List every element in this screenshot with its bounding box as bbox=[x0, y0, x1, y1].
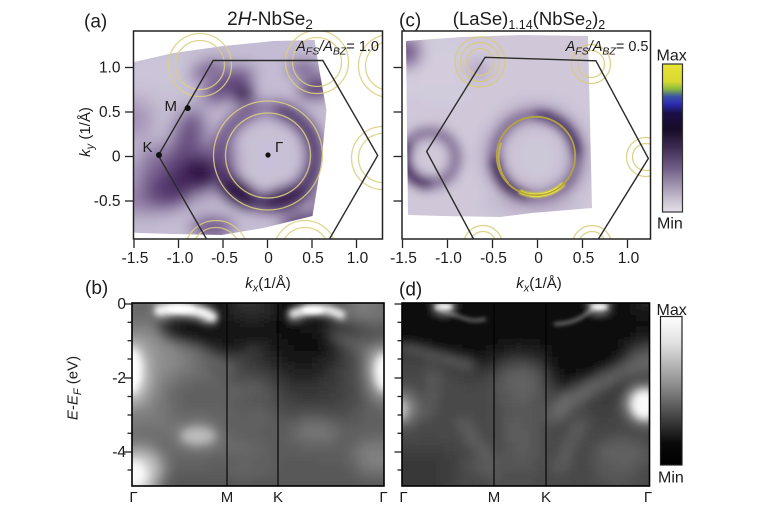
svg-text:kx(1/Å): kx(1/Å) bbox=[245, 275, 291, 295]
svg-text:M: M bbox=[488, 489, 501, 506]
svg-text:(d): (d) bbox=[399, 280, 422, 301]
svg-text:(c): (c) bbox=[399, 11, 421, 32]
svg-text:(b): (b) bbox=[85, 278, 108, 299]
svg-text:-2: -2 bbox=[112, 370, 126, 387]
svg-text:1.0: 1.0 bbox=[99, 60, 121, 77]
svg-text:0: 0 bbox=[264, 250, 273, 267]
svg-text:K: K bbox=[273, 489, 283, 506]
svg-text:Γ: Γ bbox=[275, 139, 283, 156]
svg-text:Max: Max bbox=[657, 302, 687, 319]
svg-text:-0.5: -0.5 bbox=[211, 250, 238, 267]
svg-text:Min: Min bbox=[658, 470, 684, 487]
svg-text:-0.5: -0.5 bbox=[480, 250, 507, 267]
svg-text:0.5: 0.5 bbox=[573, 250, 595, 267]
svg-text:Max: Max bbox=[657, 48, 687, 65]
svg-text:2H-NbSe2: 2H-NbSe2 bbox=[227, 9, 313, 32]
svg-text:M: M bbox=[221, 489, 234, 506]
svg-text:K: K bbox=[541, 489, 551, 506]
svg-text:-1.5: -1.5 bbox=[122, 250, 149, 267]
svg-text:1.0: 1.0 bbox=[618, 250, 640, 267]
svg-text:Γ: Γ bbox=[129, 489, 137, 506]
svg-text:Γ: Γ bbox=[399, 489, 407, 506]
svg-text:-0.5: -0.5 bbox=[94, 193, 121, 210]
svg-text:ky (1/Å): ky (1/Å) bbox=[77, 107, 97, 157]
svg-text:1.0: 1.0 bbox=[347, 250, 369, 267]
svg-text:0.5: 0.5 bbox=[99, 104, 121, 121]
svg-text:K: K bbox=[143, 139, 153, 156]
svg-text:Min: Min bbox=[657, 216, 683, 233]
svg-text:0: 0 bbox=[112, 149, 121, 166]
svg-text:-1.5: -1.5 bbox=[390, 250, 417, 267]
svg-text:-4: -4 bbox=[112, 444, 126, 461]
svg-text:Γ: Γ bbox=[379, 489, 387, 506]
svg-text:0: 0 bbox=[534, 250, 543, 267]
svg-text:-1.0: -1.0 bbox=[167, 250, 194, 267]
svg-text:0.5: 0.5 bbox=[302, 250, 324, 267]
svg-text:E-EF (eV): E-EF (eV) bbox=[65, 356, 85, 420]
svg-text:kx(1/Å): kx(1/Å) bbox=[516, 275, 562, 295]
svg-text:(a): (a) bbox=[84, 12, 107, 33]
svg-text:(LaSe)1.14(NbSe2)2: (LaSe)1.14(NbSe2)2 bbox=[453, 8, 605, 32]
svg-text:Γ: Γ bbox=[644, 489, 652, 506]
svg-text:M: M bbox=[165, 98, 178, 115]
svg-text:-1.0: -1.0 bbox=[435, 250, 462, 267]
svg-text:0: 0 bbox=[117, 296, 126, 313]
